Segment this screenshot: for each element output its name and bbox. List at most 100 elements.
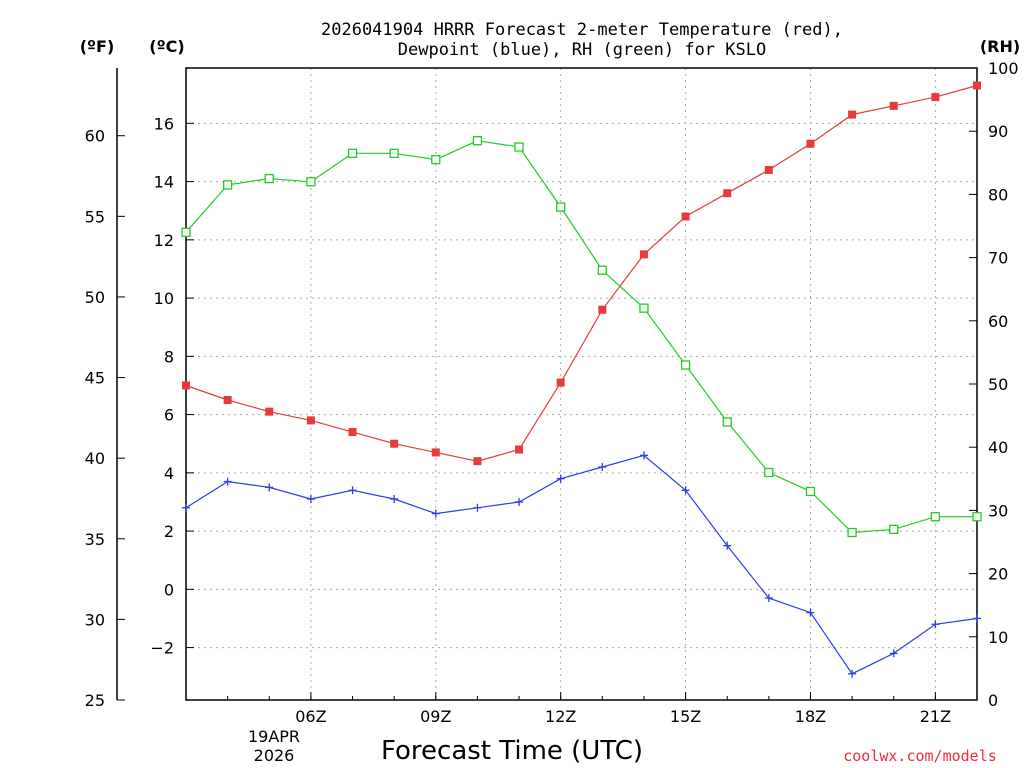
dewpoint-line	[185, 454, 978, 675]
dewpoint-point	[556, 474, 565, 483]
dewpoint-point	[973, 614, 981, 623]
dewpoint-point	[598, 463, 607, 472]
temperature-point	[889, 101, 898, 110]
chart-title-line-1: 2026041904 HRRR Forecast 2-meter Tempera…	[321, 20, 843, 40]
celsius-tick-label: 10	[154, 289, 174, 308]
fahrenheit-tick-label: 45	[85, 369, 105, 388]
rh-tick-label: 0	[988, 691, 998, 710]
rh-point	[764, 467, 774, 478]
dewpoint-point	[431, 509, 440, 518]
credit-text: coolwx.com/models	[843, 747, 997, 765]
celsius-tick-label: 0	[164, 580, 174, 599]
rh-point	[264, 173, 274, 184]
rh-point	[847, 527, 857, 538]
x-tick-label: 21Z	[920, 707, 951, 726]
rh-tick-label: 80	[988, 185, 1008, 204]
fahrenheit-tick-label: 55	[85, 207, 105, 226]
rh-point	[431, 154, 441, 165]
dewpoint-point	[515, 497, 524, 506]
celsius-tick-label: 2	[164, 522, 174, 541]
temperature-point	[723, 189, 732, 198]
x-axis-title: Forecast Time (UTC)	[381, 736, 643, 766]
rh-tick-label: 30	[988, 501, 1008, 520]
celsius-tick-label: 8	[164, 347, 174, 366]
rh-tick-label: 10	[988, 628, 1008, 647]
temperature-line	[185, 84, 978, 462]
fahrenheit-tick-label: 35	[85, 530, 105, 549]
rh-unit-label: (RH)	[980, 37, 1020, 56]
fahrenheit-unit-label: (ºF)	[80, 37, 115, 56]
rh-point	[889, 524, 899, 535]
rh-point	[472, 136, 483, 146]
x-tick-label: 06Z	[295, 707, 326, 726]
temperature-point	[265, 407, 274, 416]
x-tick-label: 09Z	[420, 707, 451, 726]
celsius-tick-label: 16	[154, 114, 174, 133]
temperature-point	[973, 81, 981, 90]
dewpoint-point	[764, 594, 773, 603]
dewpoint-point	[473, 503, 482, 512]
rh-tick-label: 50	[988, 375, 1008, 394]
dewpoint-point	[265, 483, 274, 492]
dewpoint-point	[390, 495, 399, 504]
x-tick-label: 15Z	[670, 707, 701, 726]
celsius-tick-label: 12	[154, 231, 174, 250]
temperature-point	[390, 439, 399, 448]
dewpoint-point	[182, 503, 190, 512]
fahrenheit-tick-label: 60	[85, 127, 105, 146]
temperature-point	[848, 110, 857, 119]
rh-tick-label: 40	[988, 438, 1008, 457]
date-label-day: 19APR	[248, 727, 300, 746]
rh-point	[514, 142, 524, 152]
celsius-unit-label: (ºC)	[149, 37, 184, 56]
celsius-tick-label: 6	[164, 406, 174, 425]
chart-title-line-2: Dewpoint (blue), RH (green) for KSLO	[398, 40, 766, 60]
rh-tick-label: 100	[988, 59, 1019, 78]
fahrenheit-tick-label: 30	[85, 610, 105, 629]
temperature-point	[515, 445, 524, 454]
rh-point	[181, 227, 191, 237]
date-label-year: 2026	[254, 746, 295, 765]
temperature-point	[931, 93, 940, 102]
temperature-point	[473, 457, 482, 466]
temperature-point	[598, 305, 607, 314]
dewpoint-point	[723, 541, 732, 550]
rh-point	[805, 486, 816, 497]
rh-point	[930, 512, 941, 522]
dewpoint-point	[889, 649, 898, 658]
celsius-tick-label: 14	[154, 173, 174, 192]
temperature-point	[223, 396, 232, 405]
rh-tick-label: 90	[988, 122, 1008, 141]
dewpoint-point	[681, 486, 690, 495]
rh-point	[556, 202, 566, 212]
rh-point	[222, 180, 233, 190]
dewpoint-point	[848, 669, 857, 678]
rh-point	[347, 148, 358, 158]
rh-point	[639, 303, 649, 313]
temperature-point	[806, 139, 815, 148]
temperature-point	[348, 428, 357, 437]
plot-frame	[185, 67, 978, 701]
fahrenheit-tick-label: 25	[85, 691, 105, 710]
temperature-point	[764, 165, 773, 174]
rh-point	[306, 177, 316, 187]
grid-lines	[186, 68, 977, 700]
dewpoint-point	[306, 495, 315, 504]
rh-point	[972, 512, 982, 522]
celsius-tick-label: 4	[164, 464, 174, 483]
rh-point	[680, 360, 691, 370]
temperature-point	[306, 416, 315, 425]
rh-point	[597, 265, 607, 275]
rh-tick-label: 60	[988, 312, 1008, 331]
axes: 06Z 09Z 12Z 15Z 18Z 21Z −2 0 2 4 6 8 10 12 14 16 25 30 35 4…	[85, 59, 1019, 726]
rh-point	[389, 148, 399, 158]
fahrenheit-tick-label: 40	[85, 449, 105, 468]
fahrenheit-tick-label: 50	[85, 288, 105, 307]
rh-tick-label: 20	[988, 565, 1008, 584]
rh-line	[185, 140, 977, 534]
dewpoint-point	[639, 451, 648, 460]
dewpoint-point	[931, 620, 940, 629]
x-tick-label: 12Z	[545, 707, 576, 726]
x-tick-label: 18Z	[795, 707, 826, 726]
